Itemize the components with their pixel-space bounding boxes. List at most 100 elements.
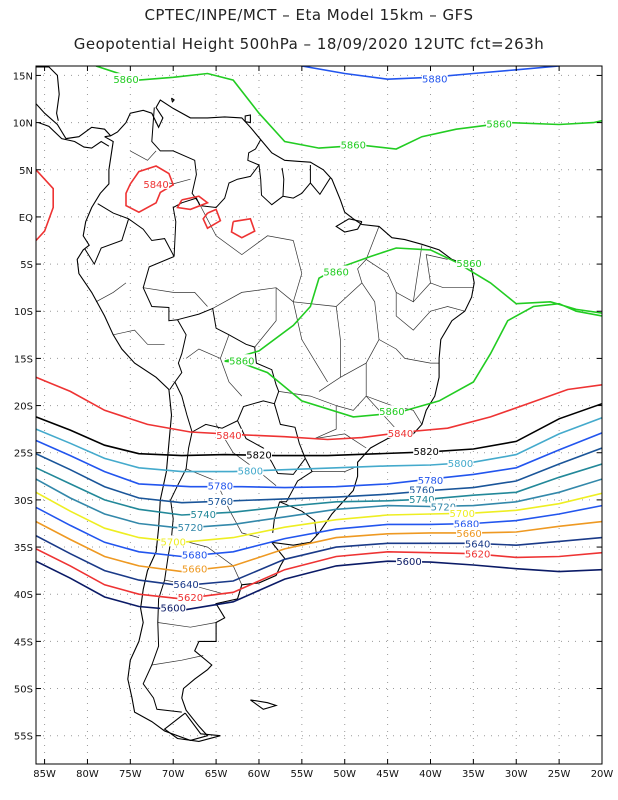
contour-label-5860: 5860 <box>323 268 348 279</box>
coastline <box>76 99 475 741</box>
coastline <box>163 712 221 742</box>
contour-label-background <box>449 507 476 519</box>
contour-label-background <box>456 257 483 269</box>
contour-label-5880: 5880 <box>422 74 447 85</box>
coastline <box>250 699 278 710</box>
lat-tick-label: 5N <box>19 166 33 177</box>
lon-tick-label: 50W <box>333 769 356 780</box>
country-border <box>258 164 285 206</box>
contour-label-5660: 5660 <box>182 565 207 576</box>
coastline <box>36 66 60 121</box>
lon-tick-label: 35W <box>462 769 485 780</box>
contour-label-background <box>245 448 272 460</box>
contour-label-5840: 5840 <box>388 429 413 440</box>
state-border <box>157 622 217 628</box>
contour-label-5720: 5720 <box>431 502 456 513</box>
contour-label-background <box>181 562 208 574</box>
contour-label-5700: 5700 <box>449 509 474 520</box>
state-border <box>413 254 448 303</box>
contour-5800 <box>36 417 602 473</box>
lon-tick-label: 75W <box>119 769 142 780</box>
contour-label-5620: 5620 <box>178 593 203 604</box>
state-border <box>254 287 277 348</box>
lat-tick-label: 40S <box>14 590 33 601</box>
state-border <box>378 339 440 364</box>
contour-label-5860: 5860 <box>113 75 138 86</box>
contour-label-background <box>430 500 457 512</box>
country-border <box>174 381 193 433</box>
contour-label-background <box>417 474 444 486</box>
state-border <box>130 150 157 161</box>
lon-tick-label: 40W <box>419 769 442 780</box>
coastline <box>335 218 363 233</box>
country-border <box>310 177 331 196</box>
map-frame <box>35 65 603 765</box>
state-border <box>212 287 294 309</box>
contour-label-5860: 5860 <box>486 120 511 131</box>
map-title-line1: CPTEC/INPE/MCT – Eta Model 15km – GFS <box>144 6 474 24</box>
contour-label-background <box>177 521 204 533</box>
contour-label-5780: 5780 <box>208 482 233 493</box>
lat-tick-label: 35S <box>14 543 33 554</box>
coastline <box>36 103 112 140</box>
contour-5840 <box>125 165 175 214</box>
contour-label-5680: 5680 <box>454 519 479 530</box>
country-border <box>279 458 313 503</box>
contour-5720 <box>36 478 602 530</box>
contour-label-background <box>464 547 491 559</box>
contour-5760 <box>36 447 602 504</box>
state-border <box>335 226 380 307</box>
contour-label-5760: 5760 <box>208 497 233 508</box>
contour-5740 <box>36 463 602 516</box>
lon-tick-label: 65W <box>205 769 228 780</box>
contour-5600 <box>36 560 602 612</box>
state-border <box>151 655 204 666</box>
contour-label-background <box>396 555 423 567</box>
contour-label-background <box>177 591 204 603</box>
contour-label-5660: 5660 <box>456 529 481 540</box>
contour-label-5780: 5780 <box>418 476 443 487</box>
contour-label-5860: 5860 <box>341 140 366 151</box>
lat-tick-label: 30S <box>14 496 33 507</box>
contour-label-background <box>378 405 405 417</box>
contour-label-5800: 5800 <box>448 459 473 470</box>
contour-label-5720: 5720 <box>178 523 203 534</box>
contour-label-5840: 5840 <box>143 180 168 191</box>
contour-label-background <box>447 457 474 469</box>
state-border <box>220 334 243 397</box>
state-border <box>312 466 357 472</box>
lat-tick-label: EQ <box>19 213 33 224</box>
contour-label-background <box>143 177 170 189</box>
contour-label-background <box>215 428 242 440</box>
lon-tick-label: 85W <box>33 769 56 780</box>
country-border <box>172 197 201 257</box>
contour-label-background <box>160 601 187 613</box>
coastline <box>244 114 251 124</box>
country-border <box>273 403 306 459</box>
contour-label-5700: 5700 <box>160 537 185 548</box>
lat-tick-label: 50S <box>14 685 33 696</box>
lat-tick-label: 10N <box>13 119 33 130</box>
state-border <box>366 245 423 303</box>
height-contours: 5880 5860 5860 5860 5860 5860 5860 5860 5840 5840… <box>36 66 602 614</box>
coastline <box>38 122 110 149</box>
contour-5820 <box>36 402 602 457</box>
contour-5840 <box>36 376 602 441</box>
contour-label-background <box>207 494 234 506</box>
contour-5840 <box>176 195 210 211</box>
map-title-line2: Geopotential Height 500hPa – 18/09/2020 … <box>73 35 545 53</box>
lon-tick-label: 25W <box>548 769 571 780</box>
contour-label-5740: 5740 <box>191 510 216 521</box>
contour-label-5860: 5860 <box>229 356 254 367</box>
lat-tick-label: 25S <box>14 449 33 460</box>
contour-label-5640: 5640 <box>173 580 198 591</box>
country-border <box>142 431 193 713</box>
lon-tick-label: 80W <box>76 769 99 780</box>
contour-label-background <box>190 508 217 520</box>
contour-label-5680: 5680 <box>182 551 207 562</box>
lon-tick-label: 60W <box>248 769 271 780</box>
lat-tick-label: 15N <box>13 71 33 82</box>
contour-label-background <box>387 426 414 438</box>
contour-label-5840: 5840 <box>216 431 241 442</box>
